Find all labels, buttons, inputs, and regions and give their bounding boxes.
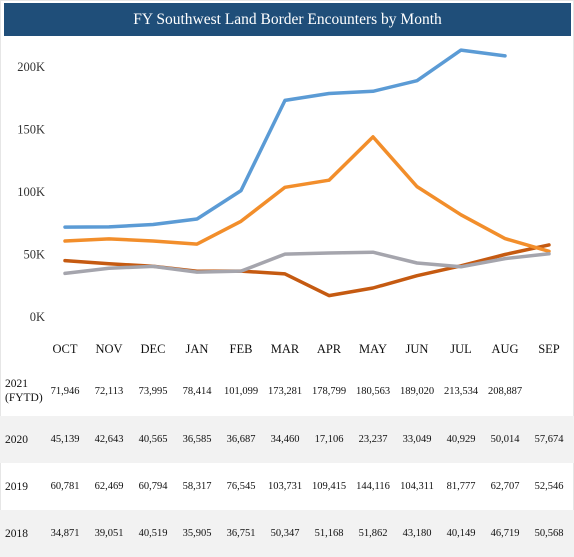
y-tick-label: 200K xyxy=(17,60,45,74)
table-cell: 40,149 xyxy=(446,528,476,539)
chart-title: FY Southwest Land Border Encounters by M… xyxy=(4,3,571,36)
table-cell: 76,545 xyxy=(226,481,256,492)
x-tick-label: JUL xyxy=(450,342,472,356)
table-cell: 144,116 xyxy=(356,481,390,492)
table-row: 2020 45,139 42,643 40,565 36,585 36,687 34,460… xyxy=(0,416,574,463)
table-row: 2021 (FYTD) 71,946 72,113 73,995 78,414 101,0… xyxy=(0,366,574,416)
x-tick-label: AUG xyxy=(491,342,518,356)
y-tick-label: 0K xyxy=(30,310,45,324)
table-cell: 36,687 xyxy=(226,434,256,445)
table-cell: 42,643 xyxy=(94,434,124,445)
table-cell: 60,781 xyxy=(50,481,80,492)
table-cell: 104,311 xyxy=(400,481,434,492)
x-tick-label: SEP xyxy=(538,342,560,356)
x-tick-label: APR xyxy=(317,342,342,356)
x-tick-label: OCT xyxy=(53,342,78,356)
table-cell: 173,281 xyxy=(267,385,303,397)
x-tick-label: JAN xyxy=(186,342,209,356)
table-cell xyxy=(527,366,571,416)
table-cell: 103,731 xyxy=(267,481,303,492)
table-cell: 178,799 xyxy=(311,385,347,397)
series-line-2 xyxy=(63,135,551,254)
y-tick-label: 50K xyxy=(23,248,45,262)
table-cell: 36,585 xyxy=(182,434,212,445)
x-tick-label: JUN xyxy=(406,342,429,356)
table-cell: 58,317 xyxy=(182,481,212,492)
table-cell: 71,946 xyxy=(50,385,80,397)
table-row: 2018 34,871 39,051 40,519 35,905 36,751 50,347… xyxy=(0,510,574,557)
x-tick-label: MAR xyxy=(271,342,300,356)
table-cell: 72,113 xyxy=(94,385,124,397)
table-cell: 51,862 xyxy=(358,528,388,539)
y-tick-label: 100K xyxy=(17,185,45,199)
series-lines xyxy=(63,48,551,298)
table-row: 2019 60,781 62,469 60,794 58,317 76,545 103,73… xyxy=(0,463,574,510)
table-cell: 45,139 xyxy=(50,434,80,445)
table-row-label: 2020 xyxy=(5,433,28,446)
x-tick-label: MAY xyxy=(359,342,387,356)
table-cell: 34,460 xyxy=(270,434,300,445)
table-cell: 40,929 xyxy=(446,434,476,445)
series-line-0 xyxy=(63,48,507,229)
x-tick-label: NOV xyxy=(95,342,122,356)
table-cell: 208,887 xyxy=(487,385,523,397)
table-cell: 40,519 xyxy=(138,528,168,539)
table-row-label: 2019 xyxy=(5,480,28,493)
table-cell: 101,099 xyxy=(223,385,259,397)
table-cell: 34,871 xyxy=(50,528,80,539)
table-cell: 109,415 xyxy=(311,481,347,492)
table-cell: 40,565 xyxy=(138,434,168,445)
table-cell: 180,563 xyxy=(355,385,391,397)
table-row-label: 2018 xyxy=(5,527,28,540)
table-cell: 36,751 xyxy=(226,528,256,539)
table-cell: 189,020 xyxy=(399,385,435,397)
x-tick-label: DEC xyxy=(141,342,166,356)
table-cell: 81,777 xyxy=(446,481,476,492)
table-cell: 51,168 xyxy=(314,528,344,539)
table-cell: 23,237 xyxy=(358,434,388,445)
table-cell: 50,014 xyxy=(490,434,520,445)
table-cell: 213,534 xyxy=(443,385,479,397)
table-cell: 78,414 xyxy=(182,385,212,397)
table-cell: 62,469 xyxy=(94,481,124,492)
x-tick-label: FEB xyxy=(230,342,253,356)
data-table: 2021 (FYTD) 71,946 72,113 73,995 78,414 101,0… xyxy=(0,366,574,557)
table-cell: 57,674 xyxy=(534,434,564,445)
table-cell: 60,794 xyxy=(138,481,168,492)
table-cell: 50,347 xyxy=(270,528,300,539)
x-axis-ticks: OCT NOV DEC JAN FEB MAR APR MAY JUN JUL AUG SEP xyxy=(53,342,560,356)
table-cell: 52,546 xyxy=(534,481,564,492)
y-tick-label: 150K xyxy=(17,123,45,137)
table-cell: 43,180 xyxy=(402,528,432,539)
table-cell: 35,905 xyxy=(182,528,212,539)
table-cell: 62,707 xyxy=(490,481,520,492)
table-cell: 46,719 xyxy=(490,528,520,539)
table-cell: 17,106 xyxy=(314,434,344,445)
table-cell: 33,049 xyxy=(402,434,432,445)
y-axis-ticks: 0K 50K 100K 150K 200K xyxy=(17,60,45,324)
line-chart: 0K 50K 100K 150K 200K OCT NOV DEC JAN FEB MAR APR M… xyxy=(17,48,560,356)
table-cell: 73,995 xyxy=(138,385,168,397)
table-cell: 39,051 xyxy=(94,528,124,539)
table-row-label: 2021 (FYTD) xyxy=(5,378,43,404)
series-line-3 xyxy=(63,250,551,276)
table-cell: 50,568 xyxy=(534,528,564,539)
